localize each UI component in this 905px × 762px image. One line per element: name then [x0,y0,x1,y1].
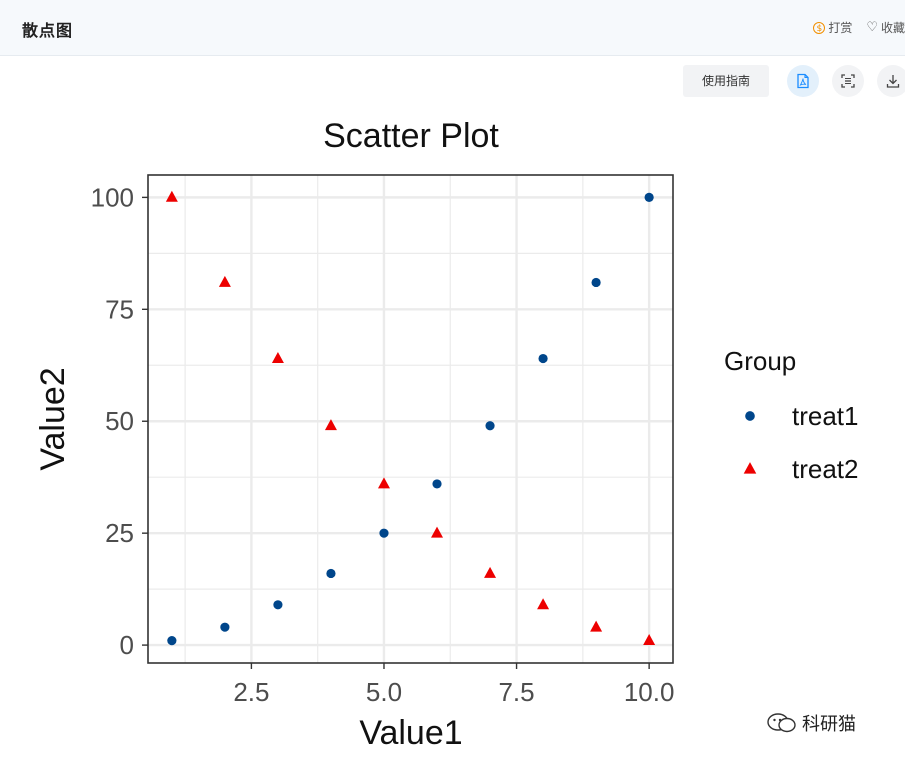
reward-button[interactable]: $ 打赏 [813,19,852,36]
data-point-treat2 [643,634,656,646]
grid-lines [148,175,673,663]
x-tick-label: 2.5 [233,677,269,707]
x-axis-label: Value1 [359,714,462,752]
data-point-treat1 [432,479,442,489]
header-bar: 散点图 $ 打赏 ♡ 收藏 [0,0,905,56]
y-axis-label: Value2 [34,367,72,470]
data-point-treat2 [218,275,231,287]
legend-label-treat1: treat1 [792,401,859,431]
legend: Group treat1 treat2 [724,346,859,484]
x-tick-label: 7.5 [498,677,534,707]
y-tick-label: 75 [105,294,134,324]
legend-marker-treat2 [743,462,757,474]
data-point-treat1 [273,600,283,610]
legend-label-treat2: treat2 [792,454,859,484]
data-point-treat2 [431,526,444,538]
data-point-treat1 [644,192,654,202]
data-point-treat2 [271,351,284,363]
data-point-treat1 [485,421,495,431]
reward-label: 打赏 [828,21,853,35]
data-point-treat2 [590,620,603,632]
pdf-button[interactable] [787,65,819,97]
pdf-icon [797,73,809,89]
data-point-treat2 [484,566,497,578]
y-tick-label: 100 [91,182,134,212]
favorite-button[interactable]: ♡ 收藏 [866,19,905,36]
data-point-treat2 [165,190,178,202]
axis-ticks: 2.5 5.0 7.5 10.0 0 25 50 75 100 [91,182,675,707]
page-title: 散点图 [22,21,74,40]
data-point-treat1 [326,568,336,579]
y-tick-label: 0 [120,630,134,660]
data-point-treat1 [220,622,230,632]
data-point-treat1 [167,636,177,646]
data-point-treat1 [591,277,601,288]
download-button[interactable] [877,65,905,97]
favorite-label: 收藏 [880,21,905,35]
download-icon [886,75,900,88]
y-tick-label: 50 [105,406,134,436]
data-points [165,190,656,646]
plot-panel [147,174,674,664]
chart-title: Scatter Plot [323,117,499,155]
data-point-treat1 [538,353,548,364]
scatter-chart: 2.5 5.0 7.5 10.0 0 25 50 75 100 Scatter Plot Val… [34,117,859,752]
chart-toolbar: 使用指南 [675,65,905,97]
header-actions: $ 打赏 ♡ 收藏 [813,19,905,36]
data-point-treat2 [377,477,390,489]
watermark: 科研猫 [766,710,856,736]
data-point-treat1 [379,528,389,538]
data-point-treat2 [537,598,550,610]
watermark-text: 科研猫 [802,714,856,735]
heart-icon: ♡ [866,19,878,35]
coin-icon: $ [813,21,826,34]
legend-title: Group [724,346,796,376]
data-point-treat2 [324,419,337,431]
user-guide-button[interactable]: 使用指南 [683,65,769,97]
wechat-icon [767,713,796,733]
legend-marker-treat1 [745,411,755,421]
y-tick-label: 25 [105,518,134,548]
screenshot-icon [841,74,855,88]
x-tick-label: 5.0 [366,677,402,707]
screenshot-button[interactable] [832,65,864,97]
x-tick-label: 10.0 [624,677,675,707]
